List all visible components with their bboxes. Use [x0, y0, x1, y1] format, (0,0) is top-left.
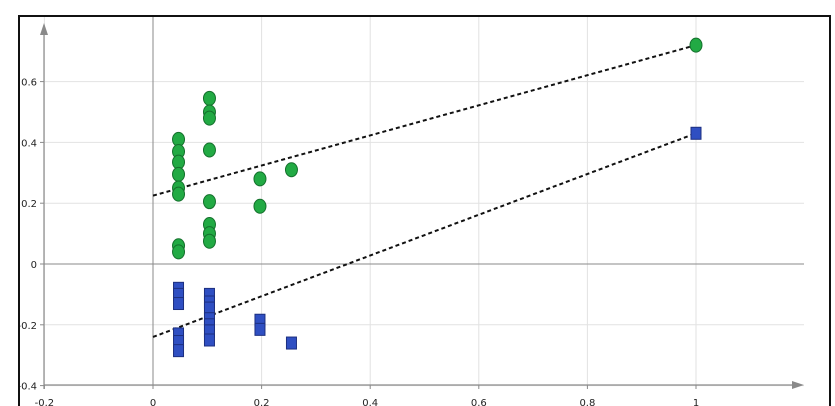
square-point: [690, 126, 702, 140]
square-point: [173, 297, 185, 311]
x-tick-label: 0.2: [254, 398, 270, 406]
scatter-plot: -0.4 -0.2 0 0.2 0.4 0.6 -0.2 0 0.2 0.4 0.6 0.8 1: [20, 17, 804, 406]
y-tick-label: 0.4: [21, 138, 37, 149]
x-axis-arrow: [792, 381, 804, 389]
circle-point: [253, 171, 267, 187]
data-points: [172, 37, 703, 358]
grid-lines: [43, 17, 804, 387]
trend-lines: [152, 44, 697, 338]
x-tick-label: 0: [150, 398, 156, 406]
circle-point: [202, 194, 216, 210]
circle-point: [202, 90, 216, 106]
y-axis-arrow: [40, 23, 48, 35]
square-point: [254, 322, 266, 336]
axes: [40, 17, 804, 389]
circle-point: [172, 166, 186, 182]
x-tick-label: 0.4: [362, 398, 378, 406]
x-tick-label: 0.6: [471, 398, 487, 406]
square-point: [285, 336, 297, 350]
chart-frame: -0.4 -0.2 0 0.2 0.4 0.6 -0.2 0 0.2 0.4 0.6 0.8 1: [18, 15, 831, 406]
y-tick-label: 0.6: [21, 78, 37, 89]
trend-line-1: [152, 44, 697, 197]
y-tick-label: 0.2: [21, 199, 37, 210]
x-tick-label: 1: [693, 398, 699, 406]
circle-point: [202, 110, 216, 126]
square-point: [203, 333, 215, 347]
circle-point: [202, 233, 216, 249]
circle-point: [689, 37, 703, 53]
tick-labels: -0.4 -0.2 0 0.2 0.4 0.6 -0.2 0 0.2 0.4 0.6 0.8 1: [20, 78, 699, 406]
y-tick-label: 0: [31, 260, 37, 271]
circle-point: [253, 198, 267, 214]
circle-point: [284, 162, 298, 178]
y-tick-label: -0.2: [20, 321, 37, 332]
circle-point: [202, 142, 216, 158]
y-tick-label: -0.4: [20, 382, 37, 393]
square-point: [173, 344, 185, 358]
x-tick-label: -0.2: [35, 398, 55, 406]
circle-point: [172, 186, 186, 202]
x-tick-label: 0.8: [579, 398, 595, 406]
trend-line-2: [152, 132, 697, 338]
circle-point: [172, 244, 186, 260]
